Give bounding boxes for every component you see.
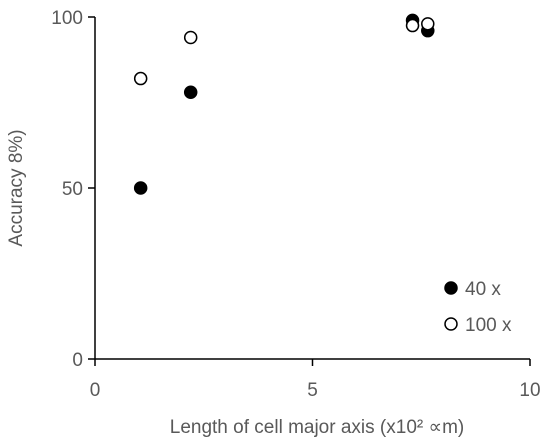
legend-marker xyxy=(444,317,458,331)
x-axis-label: Length of cell major axis (x10² ∝m) xyxy=(170,417,464,438)
legend-marker xyxy=(444,281,458,295)
y-tick-label: 50 xyxy=(62,179,83,200)
y-tick-label: 100 xyxy=(51,8,83,29)
data-point-open xyxy=(183,30,198,45)
data-point-filled xyxy=(133,181,148,195)
data-points xyxy=(133,13,435,195)
legend: 40 x 100 x xyxy=(444,279,512,336)
tick-labels: 0 50 100 0 5 10 xyxy=(51,8,540,401)
y-tick-label: 0 xyxy=(72,350,83,371)
legend-label: 40 x xyxy=(465,279,501,300)
x-tick-label: 0 xyxy=(90,380,101,401)
data-point-open xyxy=(405,18,420,33)
x-tick-label: 10 xyxy=(519,380,540,401)
data-point-open xyxy=(133,71,148,86)
data-point-open xyxy=(421,17,435,31)
y-axis-label: Accuracy 8%) xyxy=(6,129,27,246)
legend-label: 100 x xyxy=(465,315,512,336)
x-tick-label: 5 xyxy=(307,380,318,401)
data-point-filled xyxy=(183,85,198,99)
axes xyxy=(88,16,531,366)
